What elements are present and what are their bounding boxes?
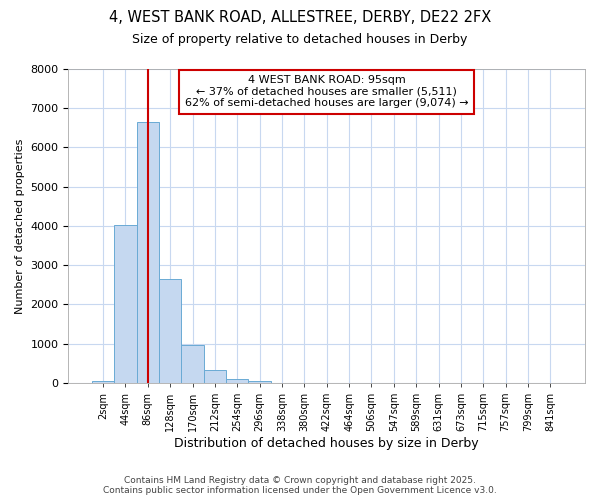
Text: Size of property relative to detached houses in Derby: Size of property relative to detached ho… (133, 32, 467, 46)
Bar (226, 379, 248, 383)
Bar (114, 225, 137, 383)
Bar (159, 279, 181, 383)
Bar (181, 345, 204, 383)
Bar (137, 122, 159, 383)
X-axis label: Distribution of detached houses by size in Derby: Distribution of detached houses by size … (175, 437, 479, 450)
Bar (248, 381, 271, 383)
Bar (204, 370, 226, 383)
Text: Contains HM Land Registry data © Crown copyright and database right 2025.
Contai: Contains HM Land Registry data © Crown c… (103, 476, 497, 495)
Bar (92, 380, 114, 383)
Text: 4 WEST BANK ROAD: 95sqm
← 37% of detached houses are smaller (5,511)
62% of semi: 4 WEST BANK ROAD: 95sqm ← 37% of detache… (185, 76, 469, 108)
Y-axis label: Number of detached properties: Number of detached properties (15, 138, 25, 314)
Text: 4, WEST BANK ROAD, ALLESTREE, DERBY, DE22 2FX: 4, WEST BANK ROAD, ALLESTREE, DERBY, DE2… (109, 10, 491, 25)
